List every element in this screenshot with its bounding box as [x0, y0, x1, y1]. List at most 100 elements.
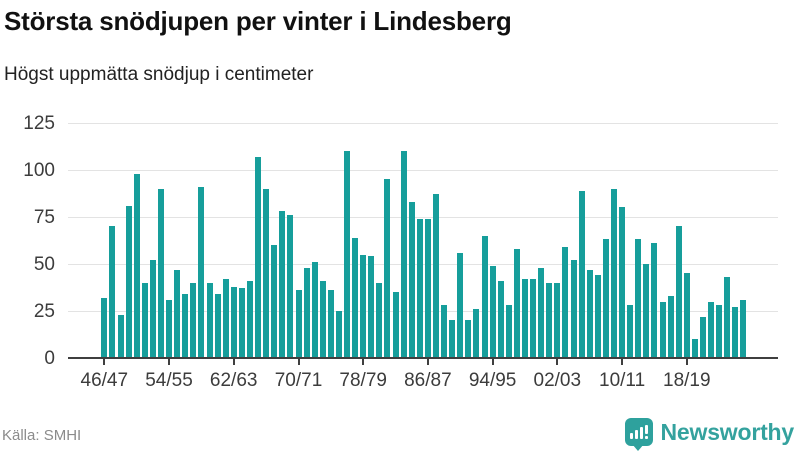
bar-52/53 — [149, 260, 156, 358]
bar-70/71 — [295, 290, 302, 358]
y-axis-label-100: 100 — [23, 159, 55, 181]
bar-22/23 — [716, 305, 723, 358]
bar-chart-icon — [629, 425, 648, 439]
bar-50/51 — [133, 173, 140, 358]
x-tick-94/95 — [491, 359, 494, 365]
bar-88/89 — [441, 305, 448, 358]
bar-87/88 — [433, 194, 439, 358]
bar-78/79 — [360, 254, 367, 358]
bar-67/68 — [271, 245, 278, 358]
bar-76/77 — [344, 150, 350, 358]
gridline-125 — [68, 122, 778, 124]
newsworthy-logo: Newsworthy — [624, 415, 795, 451]
y-axis-label-25: 25 — [33, 300, 55, 322]
bar-00/01 — [538, 267, 545, 358]
x-tick-62/63 — [232, 359, 235, 365]
bar-66/67 — [263, 188, 270, 358]
bar-82/83 — [392, 292, 399, 358]
x-tick-02/03 — [556, 359, 559, 365]
gridline-25 — [68, 310, 778, 312]
bar-60/61 — [214, 294, 221, 358]
bar-10/11 — [619, 207, 626, 358]
bar-61/62 — [222, 278, 229, 358]
x-axis-label-02/03: 02/03 — [533, 370, 582, 391]
x-axis-label-46/47: 46/47 — [80, 370, 129, 391]
bar-68/69 — [279, 211, 286, 358]
x-axis-line — [68, 357, 778, 359]
bar-84/85 — [408, 201, 415, 358]
bar-08/09 — [602, 239, 609, 358]
bar-63/64 — [238, 288, 245, 358]
bar-14/15 — [651, 243, 658, 358]
chart-subtitle: Högst uppmätta snödjup i centimeter — [4, 64, 314, 85]
x-axis-label-62/63: 62/63 — [209, 370, 258, 391]
y-axis-label-0: 0 — [44, 348, 55, 369]
x-axis-label-78/79: 78/79 — [339, 370, 387, 391]
bar-46/47 — [101, 297, 108, 358]
y-axis-label-125: 125 — [23, 112, 55, 134]
x-tick-46/47 — [103, 359, 106, 365]
bar-62/63 — [230, 286, 237, 358]
y-axis-label-50: 50 — [33, 253, 55, 275]
bar-06/07 — [586, 269, 593, 358]
bar-16/17 — [667, 295, 674, 358]
bar-55/56 — [174, 269, 181, 358]
bar-71/72 — [303, 267, 310, 358]
bar-86/87 — [424, 218, 431, 358]
gridline-100 — [68, 169, 778, 171]
bar-64/65 — [246, 280, 253, 358]
x-axis-label-86/87: 86/87 — [404, 370, 452, 391]
x-tick-18/19 — [685, 359, 688, 365]
bar-92/93 — [473, 309, 480, 358]
bar-90/91 — [457, 252, 464, 358]
bar-04/05 — [570, 260, 577, 358]
gridline-75 — [68, 216, 778, 218]
x-axis-label-94/95: 94/95 — [468, 370, 517, 391]
bar-02/03 — [554, 282, 561, 358]
gridline-50 — [68, 263, 778, 265]
bar-75/76 — [335, 310, 342, 358]
chart-title: Största snödjupen per vinter i Lindesber… — [4, 6, 512, 36]
bar-97/98 — [513, 248, 520, 358]
bar-51/52 — [141, 282, 148, 358]
bar-99/00 — [530, 278, 537, 358]
bar-24/25 — [732, 307, 739, 358]
bar-56/57 — [182, 294, 189, 358]
bar-47/48 — [109, 226, 116, 358]
bar-80/81 — [376, 282, 383, 358]
bar-85/86 — [416, 218, 423, 358]
bar-09/10 — [611, 188, 617, 358]
y-axis-label-75: 75 — [33, 206, 55, 228]
bar-59/60 — [206, 282, 213, 358]
bar-03/04 — [562, 246, 569, 358]
x-tick-10/11 — [621, 359, 624, 365]
bar-11/12 — [627, 305, 634, 358]
bar-01/02 — [546, 282, 553, 358]
x-tick-70/71 — [297, 359, 300, 365]
bar-96/97 — [505, 305, 512, 358]
bar-23/24 — [724, 277, 731, 358]
bar-12/13 — [635, 239, 642, 358]
x-axis-label-70/71: 70/71 — [274, 370, 323, 391]
bar-69/70 — [287, 214, 294, 358]
x-axis-label-54/55: 54/55 — [145, 370, 193, 391]
bar-74/75 — [327, 290, 334, 358]
bar-18/19 — [683, 273, 690, 358]
bar-13/14 — [643, 263, 650, 358]
bar-72/73 — [311, 262, 318, 358]
bar-73/74 — [319, 280, 326, 358]
bar-49/50 — [125, 205, 132, 358]
bar-65/66 — [255, 156, 261, 358]
bar-15/16 — [659, 301, 666, 358]
bar-19/20 — [691, 339, 698, 358]
newsworthy-wordmark: Newsworthy — [660, 418, 795, 445]
bar-95/96 — [497, 280, 504, 358]
bar-05/06 — [578, 190, 585, 358]
bar-81/82 — [384, 179, 391, 358]
bar-98/99 — [522, 278, 528, 358]
bar-83/84 — [400, 150, 407, 358]
newsworthy-badge-icon — [624, 418, 653, 451]
x-tick-54/55 — [168, 359, 170, 365]
bar-77/78 — [352, 237, 359, 358]
